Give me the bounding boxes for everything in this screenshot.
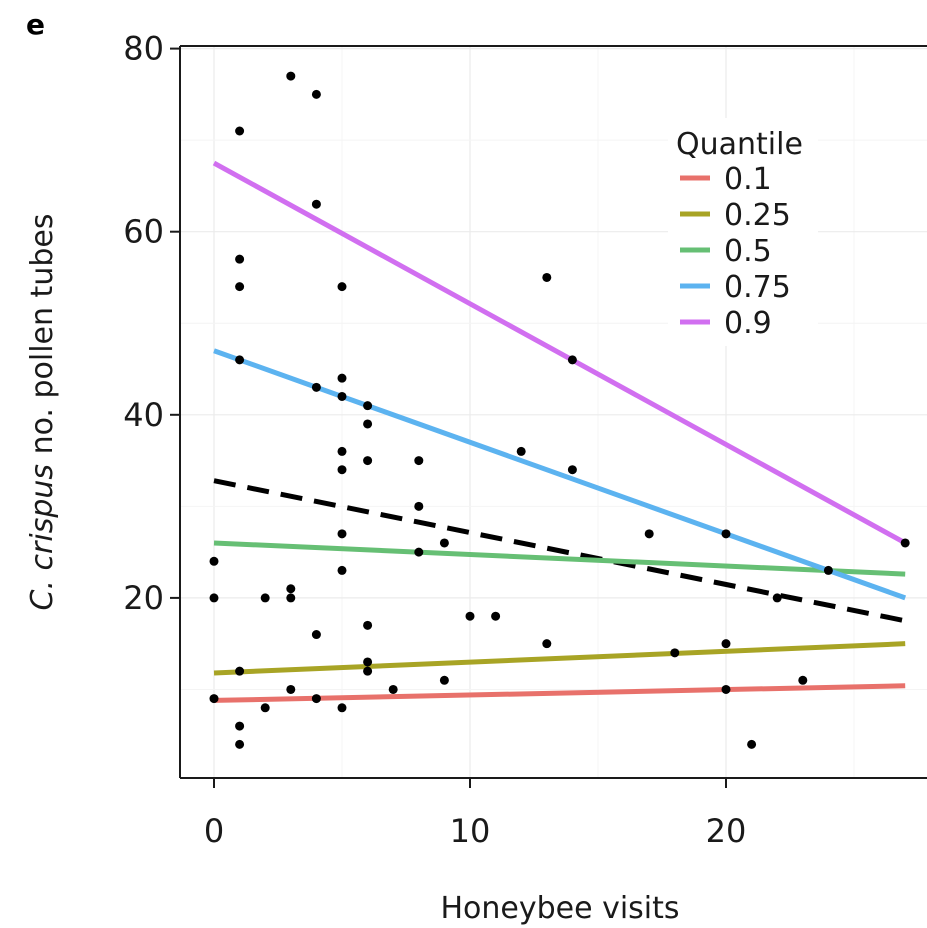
mean-line [213, 478, 906, 624]
data-point [311, 199, 321, 209]
data-point [235, 254, 245, 264]
data-point [439, 675, 449, 685]
data-point [491, 611, 501, 621]
data-point [235, 721, 245, 731]
data-point [644, 529, 654, 539]
legend-label: 0.9 [724, 306, 772, 341]
data-point [363, 419, 373, 429]
data-point [363, 657, 373, 667]
quantile-line-0.5 [213, 540, 906, 577]
quantile-line-0.75 [213, 348, 907, 601]
mean-regression-line [213, 478, 906, 624]
data-point [772, 593, 782, 603]
y-tick-label: 80 [123, 30, 164, 68]
data-point [747, 739, 757, 749]
data-point [337, 465, 347, 475]
y-axis-label-rest: no. pollen tubes [25, 214, 60, 464]
legend-label: 0.5 [724, 234, 772, 269]
data-point [235, 282, 245, 292]
data-point [363, 456, 373, 466]
panel-label: e [26, 8, 45, 41]
y-axis-label: C. crispus no. pollen tubes [25, 214, 60, 611]
data-point [363, 666, 373, 676]
data-point [363, 401, 373, 411]
legend-label: 0.25 [724, 198, 791, 233]
legend: Quantile 0.10.250.50.750.9 [668, 118, 818, 346]
y-axis-label-italic: C. crispus [25, 464, 60, 611]
data-point [337, 391, 347, 401]
data-point [235, 355, 245, 365]
data-point [337, 282, 347, 292]
data-point [209, 556, 219, 566]
data-point [721, 639, 731, 649]
data-point [337, 565, 347, 575]
data-point [286, 71, 296, 81]
data-point [567, 355, 577, 365]
data-point [311, 694, 321, 704]
data-point [414, 547, 424, 557]
legend-entries: 0.10.250.50.750.9 [680, 162, 791, 341]
data-point [260, 703, 270, 713]
data-point [542, 639, 552, 649]
data-point [721, 529, 731, 539]
quantile-lines [212, 160, 907, 703]
x-tick-label: 10 [450, 812, 491, 850]
data-point [900, 538, 910, 548]
quantile-line-0.9 [212, 160, 907, 546]
data-point [414, 456, 424, 466]
legend-title: Quantile [676, 127, 803, 162]
data-point [235, 126, 245, 136]
data-point [260, 593, 270, 603]
data-point [721, 684, 731, 694]
data-point [337, 446, 347, 456]
data-point [311, 89, 321, 99]
data-point [337, 703, 347, 713]
legend-background [668, 118, 818, 346]
data-point [439, 538, 449, 548]
data-points [209, 71, 910, 749]
data-point [388, 684, 398, 694]
x-tick-label: 20 [706, 812, 747, 850]
data-point [286, 593, 296, 603]
data-point [337, 529, 347, 539]
data-point [670, 648, 680, 658]
x-axis-label: Honeybee visits [440, 891, 679, 926]
legend-label: 0.1 [724, 162, 772, 197]
quantile-line-0.25 [213, 641, 906, 676]
y-tick-label: 20 [123, 579, 164, 617]
y-tick-label: 60 [123, 213, 164, 251]
y-tick-label: 40 [123, 396, 164, 434]
data-point [516, 446, 526, 456]
x-ticks: 0 10 20 [204, 778, 747, 850]
x-tick-label: 0 [204, 812, 224, 850]
quantile-line-0.1 [213, 683, 906, 703]
data-point [363, 620, 373, 630]
data-point [337, 373, 347, 383]
data-point [414, 501, 424, 511]
data-point [286, 684, 296, 694]
data-point [542, 272, 552, 282]
data-point [465, 611, 475, 621]
data-point [567, 465, 577, 475]
legend-label: 0.75 [724, 270, 791, 305]
y-ticks: 20 40 60 80 [123, 30, 180, 617]
axes [179, 45, 927, 779]
data-point [823, 565, 833, 575]
data-point [235, 666, 245, 676]
data-point [311, 630, 321, 640]
data-point [311, 382, 321, 392]
data-point [235, 739, 245, 749]
data-point [209, 593, 219, 603]
data-point [286, 584, 296, 594]
data-point [798, 675, 808, 685]
data-point [209, 694, 219, 704]
